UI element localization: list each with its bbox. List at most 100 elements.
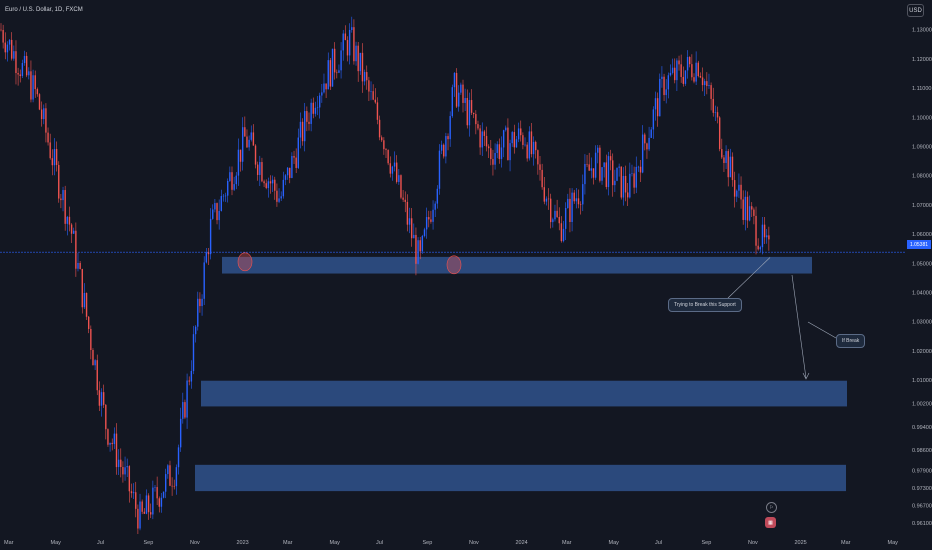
candle-body — [188, 380, 190, 382]
candle-body — [547, 198, 550, 200]
candle-body — [252, 132, 255, 146]
currency-selector[interactable]: USD — [907, 4, 924, 17]
candle-body — [693, 77, 695, 82]
candle-body — [348, 30, 351, 56]
candle-body — [618, 166, 620, 168]
support-zone[interactable] — [195, 464, 846, 492]
candle-body — [256, 164, 259, 175]
candle-body — [250, 132, 252, 140]
candle-body — [708, 85, 710, 87]
candle-body — [107, 429, 109, 445]
candle-body — [699, 76, 702, 78]
candle-body — [304, 111, 306, 142]
candle-body — [25, 55, 28, 76]
support-note[interactable]: Trying to Break this Support — [668, 298, 742, 312]
candle-body — [115, 433, 118, 468]
candle-body — [293, 156, 295, 158]
candle-body — [502, 130, 505, 148]
candle-body — [62, 190, 64, 201]
candle-body — [271, 179, 274, 184]
candle-body — [366, 72, 368, 81]
candle-body — [684, 70, 687, 84]
candle-body — [248, 139, 250, 148]
candle-body — [716, 112, 719, 118]
support-zone[interactable] — [201, 380, 847, 407]
candle-body — [137, 508, 139, 529]
candle-body — [135, 492, 137, 509]
candle-body — [28, 71, 30, 76]
price-axis: 1.13000 1.12000 1.11000 1.10000 1.09000 1.080… — [912, 28, 932, 528]
note-connector — [727, 257, 771, 299]
candle-body — [286, 167, 289, 176]
candle-body — [333, 48, 336, 73]
candle-body — [622, 175, 625, 198]
candle-body — [460, 84, 462, 93]
candle-body — [522, 135, 524, 145]
y-tick-label: 0.99400 — [912, 425, 932, 431]
candle-body — [338, 70, 340, 73]
y-tick-label: 1.08000 — [912, 174, 932, 180]
candle-body — [614, 180, 616, 186]
candle-body — [239, 149, 242, 162]
candle-body — [537, 150, 539, 165]
candle-body — [513, 132, 516, 148]
x-tick-label: Mar — [283, 540, 293, 546]
candle-body — [4, 42, 6, 53]
candle-body — [695, 62, 697, 82]
candle-body — [301, 121, 304, 142]
candle-body — [646, 143, 648, 150]
break-arrow — [791, 274, 807, 379]
y-tick-label: 1.02000 — [912, 349, 932, 355]
calendar-event-icon[interactable]: ▦ — [765, 517, 776, 528]
candle-body — [220, 196, 223, 211]
candle-body — [323, 83, 325, 93]
y-tick-label: 1.09000 — [912, 145, 932, 151]
candle-body — [66, 216, 69, 224]
candle-body — [289, 167, 291, 178]
candle-body — [500, 147, 503, 159]
flag-icon[interactable]: ⚐ — [766, 502, 777, 513]
candle-body — [6, 44, 9, 53]
touch-markers — [237, 252, 462, 275]
candle-body — [466, 98, 468, 126]
candle-body — [706, 81, 708, 87]
candle-body — [19, 74, 21, 77]
candle-body — [477, 124, 479, 129]
candle-body — [509, 143, 511, 161]
candle-body — [629, 173, 631, 198]
candle-body — [423, 229, 426, 236]
candle-body — [102, 392, 105, 405]
candle-body — [624, 175, 627, 193]
break-note[interactable]: If Break — [836, 334, 866, 348]
candle-body — [449, 116, 451, 140]
y-tick-label: 1.06000 — [912, 232, 932, 238]
candle-body — [30, 71, 32, 100]
time-axis: Mar May Jul Sep Nov 2023 Mar May Jul Sep Nov 2024 Ma… — [4, 540, 898, 546]
candle-body — [616, 167, 618, 181]
candle-body — [87, 316, 90, 329]
candle-body — [607, 156, 610, 187]
candle-body — [124, 467, 126, 475]
candle-body — [139, 501, 141, 529]
candle-body — [761, 224, 764, 248]
candle-body — [237, 149, 240, 176]
candle-body — [511, 132, 513, 144]
candle-body — [391, 166, 394, 174]
candle-body — [485, 135, 488, 147]
candle-body — [612, 160, 614, 186]
candle-body — [36, 89, 39, 95]
candle-body — [631, 173, 633, 174]
support-zone[interactable] — [222, 256, 812, 274]
candle-body — [38, 94, 41, 110]
candle-body — [768, 235, 770, 240]
candle-body — [498, 144, 501, 159]
candle-body — [582, 184, 584, 205]
candle-body — [73, 230, 75, 234]
candle-body — [453, 72, 456, 88]
candle-body — [235, 175, 237, 185]
candle-body — [2, 30, 4, 43]
candle-body — [85, 292, 88, 317]
candle-body — [117, 459, 120, 468]
candle-body — [430, 219, 432, 222]
